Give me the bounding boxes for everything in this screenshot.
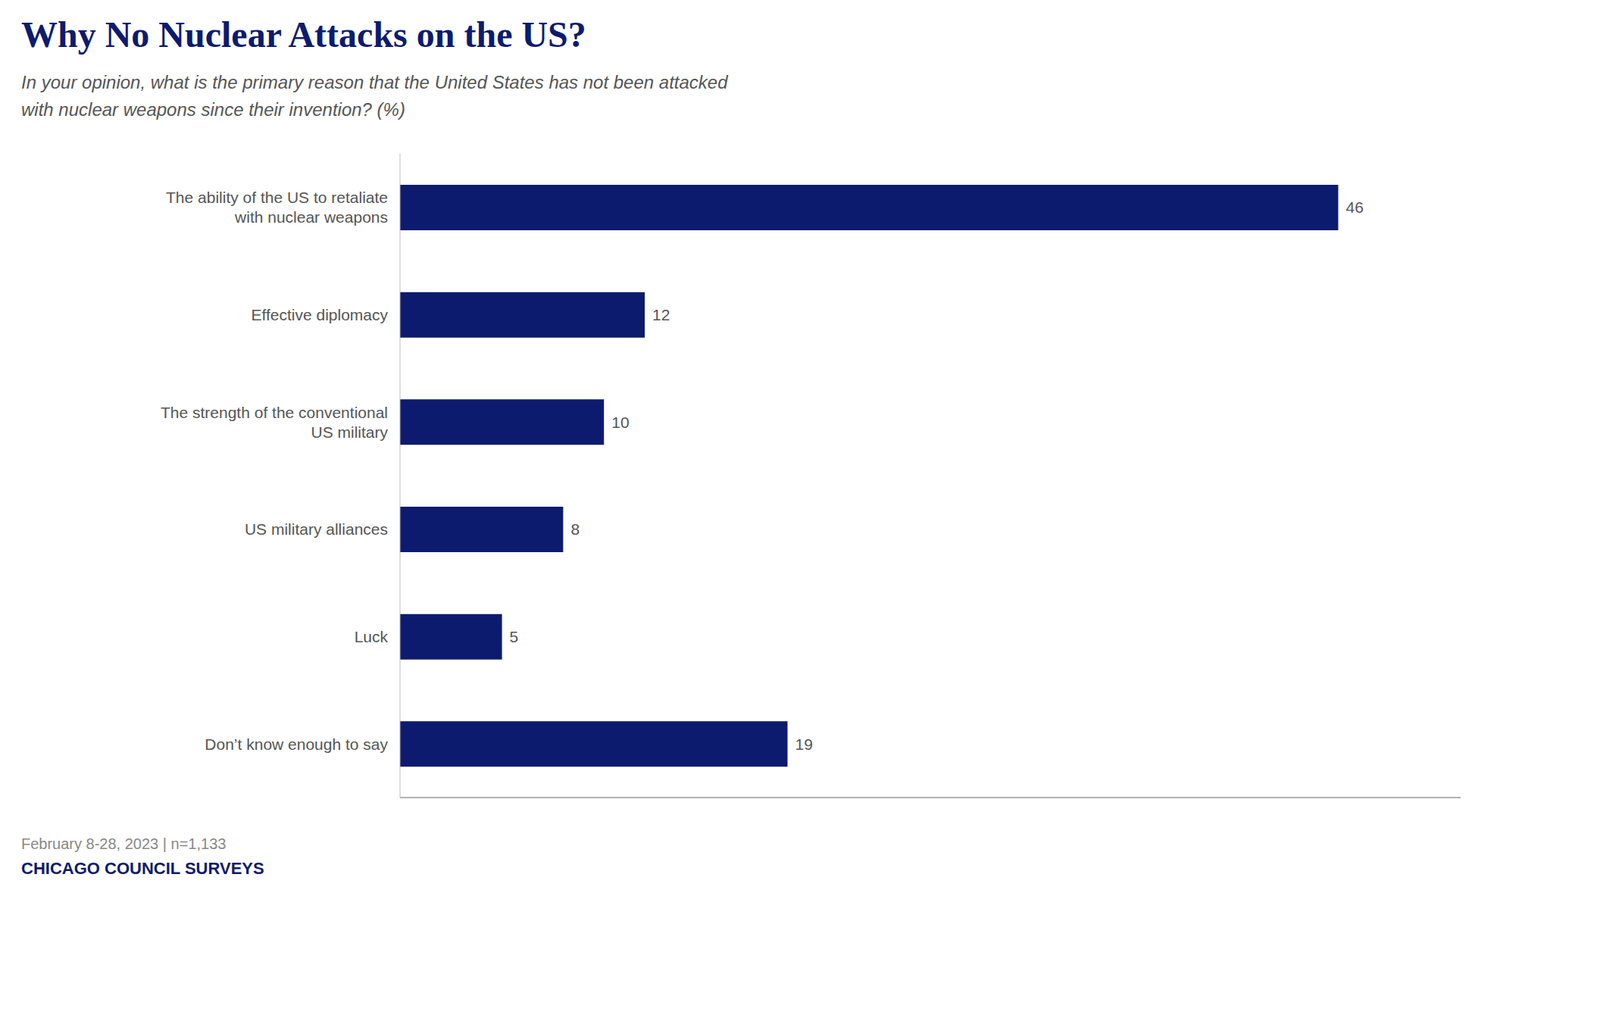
svg-text:46: 46 (1345, 198, 1363, 216)
svg-text:8: 8 (570, 520, 580, 538)
svg-text:10: 10 (611, 413, 629, 432)
svg-text:US military alliances: US military alliances (244, 520, 388, 538)
svg-text:Luck: Luck (354, 628, 389, 646)
svg-text:The ability of the US to retal: The ability of the US to retaliatewith n… (165, 188, 388, 226)
svg-text:12: 12 (652, 306, 670, 324)
html-text:with nuclear weapons since the: with nuclear weapons since their inventi… (21, 99, 406, 120)
html-text:CHICAGO COUNCIL SURVEYS: CHICAGO COUNCIL SURVEYS (21, 859, 265, 879)
svg-text:Effective diplomacy: Effective diplomacy (250, 306, 388, 324)
svg-text:Don’t know enough to say: Don’t know enough to say (204, 735, 388, 754)
html-text:Why No Nuclear Attacks on the: Why No Nuclear Attacks on the US? (21, 14, 587, 55)
html-text:February 8-28, 2023 | n=1,133: February 8-28, 2023 | n=1,133 (21, 835, 227, 853)
svg-text:19: 19 (795, 735, 813, 754)
html-text:In your opinion, what is the p: In your opinion, what is the primary rea… (21, 71, 728, 93)
svg-text:The strength of the convention: The strength of the conventionalUS milit… (160, 403, 389, 441)
svg-text:5: 5 (509, 628, 519, 646)
